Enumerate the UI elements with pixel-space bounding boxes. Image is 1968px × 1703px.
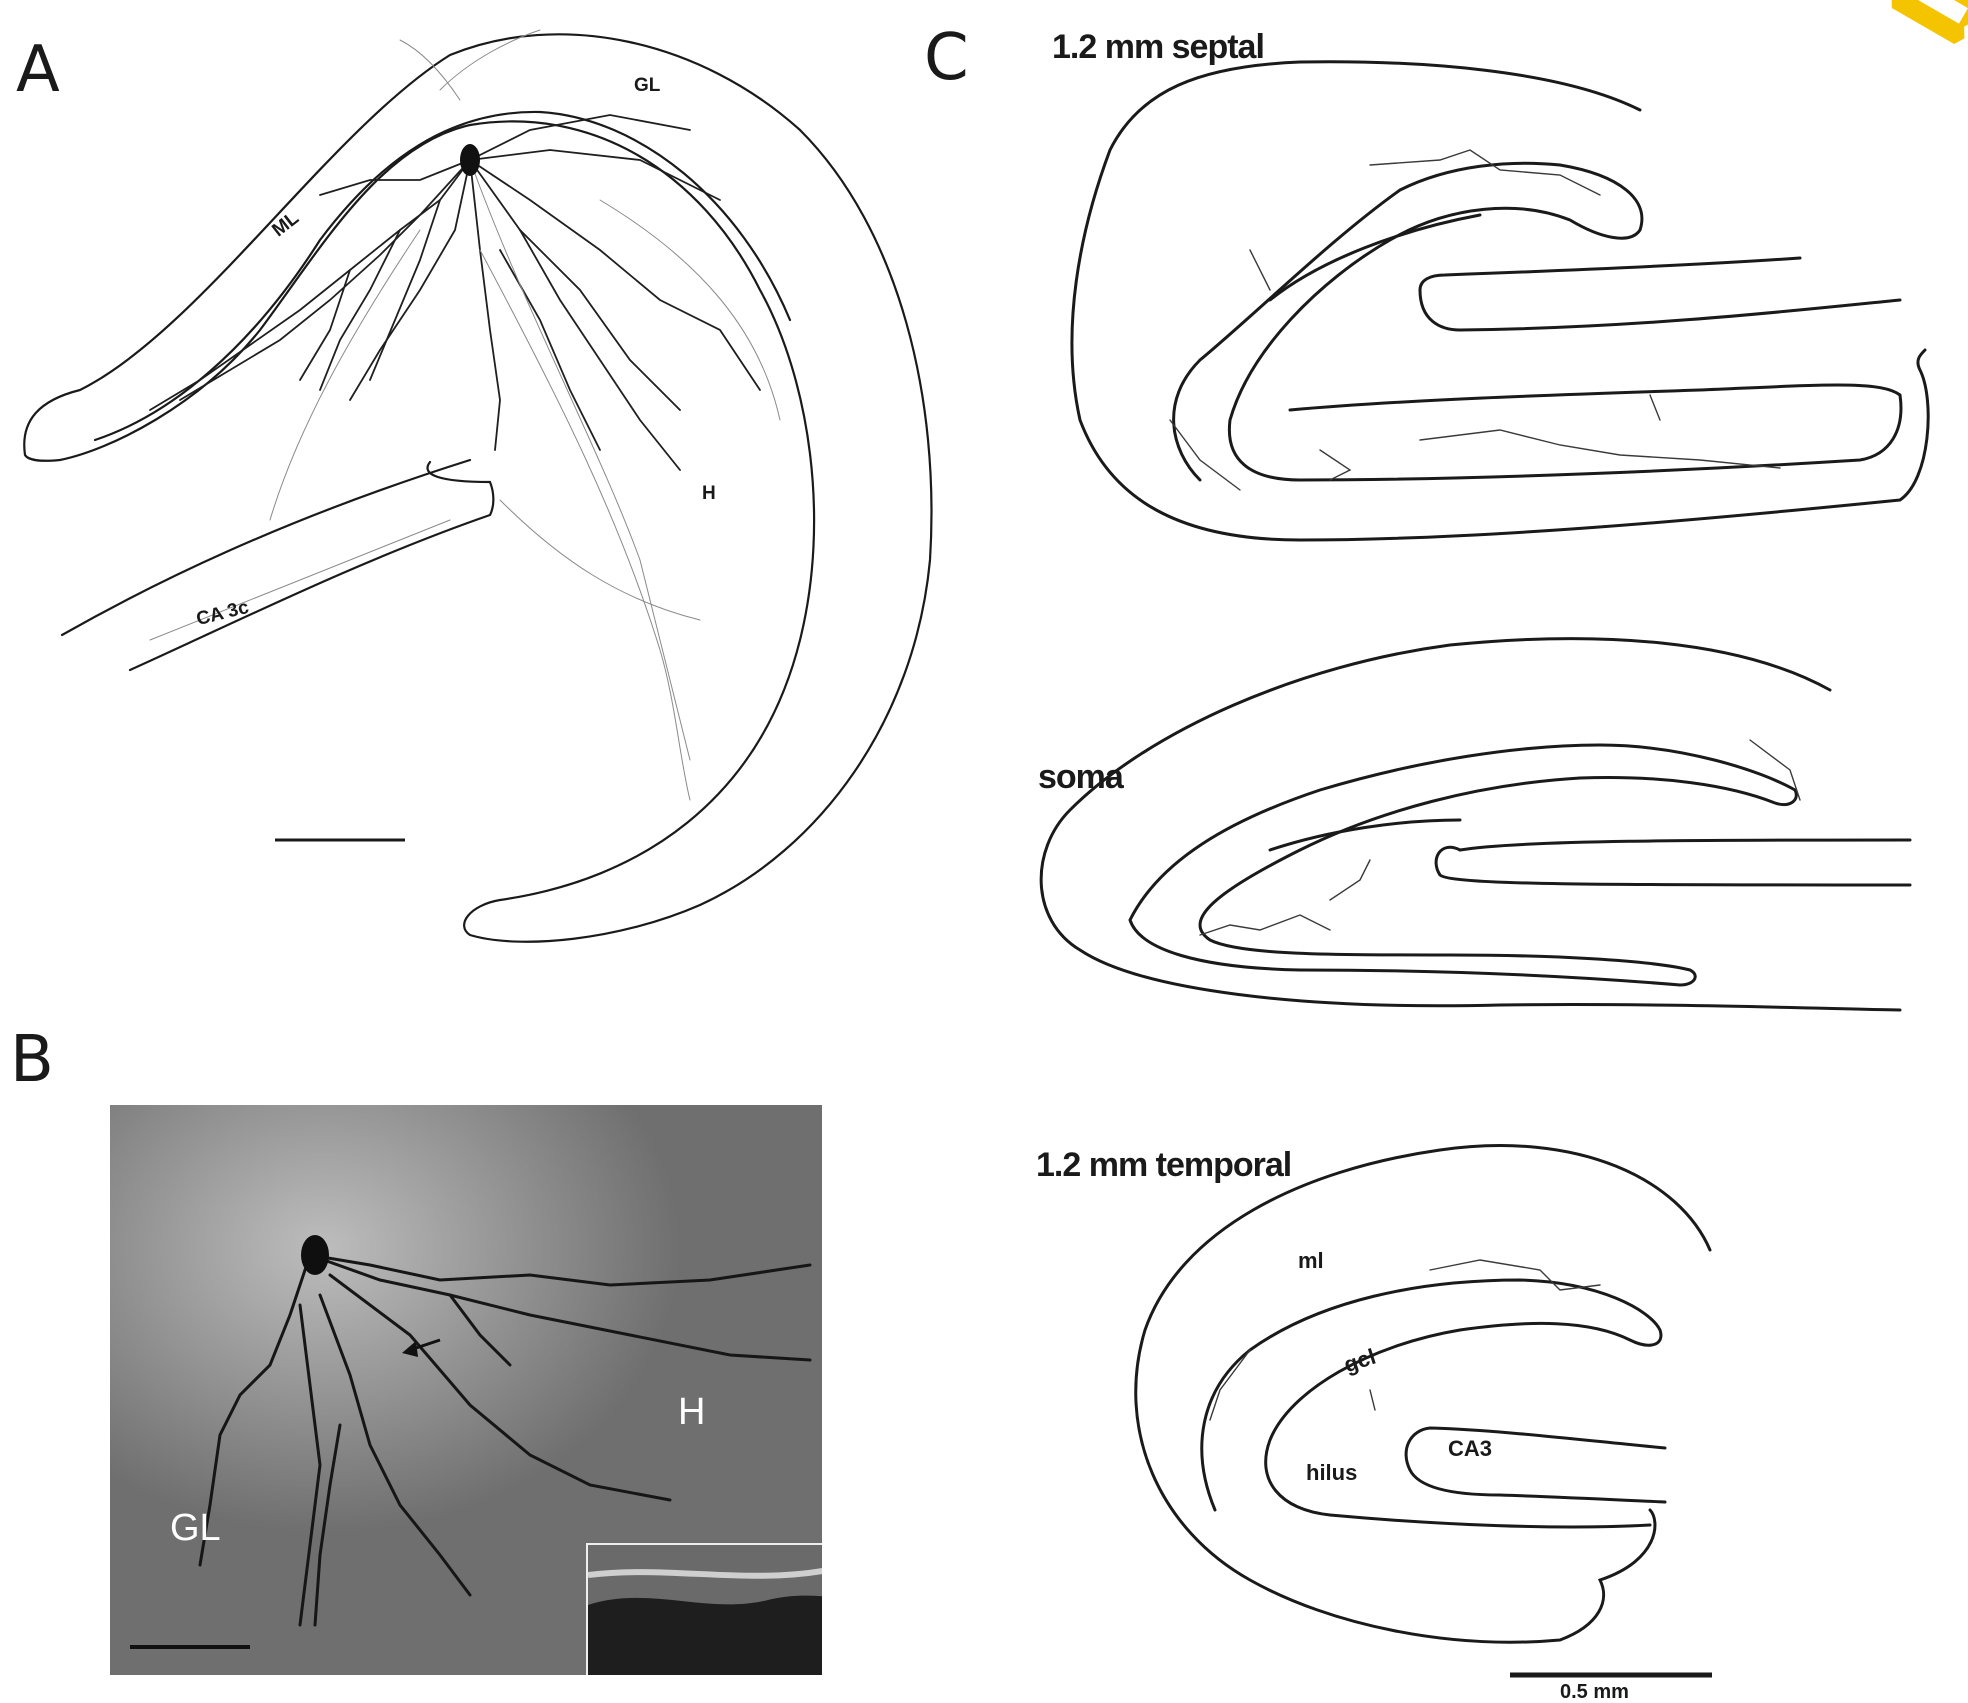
- section-title-temporal: 1.2 mm temporal: [1036, 1146, 1292, 1184]
- panel-letter-c: C: [924, 21, 969, 95]
- label-a-gl: GL: [634, 75, 661, 96]
- panel-a-drawing: [23, 29, 933, 943]
- section-title-soma: soma: [1038, 758, 1124, 796]
- panel-b-inset: [586, 1543, 822, 1675]
- panel-b-photo: GL H: [110, 1105, 822, 1675]
- label-c-hilus: hilus: [1306, 1460, 1358, 1485]
- label-c-ca3: CA3: [1448, 1436, 1493, 1461]
- label-a-h: H: [702, 483, 716, 504]
- label-b-h: H: [678, 1391, 706, 1433]
- inset-spines-image: [588, 1545, 822, 1675]
- watermark-gear-badge-icon: [1891, 0, 1968, 44]
- scale-bar-label: 0.5 mm: [1560, 1681, 1629, 1703]
- panel-letter-b: B: [10, 1023, 54, 1097]
- label-c-ml: ml: [1298, 1248, 1324, 1273]
- section-title-septal: 1.2 mm septal: [1052, 28, 1265, 66]
- label-b-gl: GL: [170, 1507, 221, 1549]
- panel-letter-a: A: [16, 33, 60, 107]
